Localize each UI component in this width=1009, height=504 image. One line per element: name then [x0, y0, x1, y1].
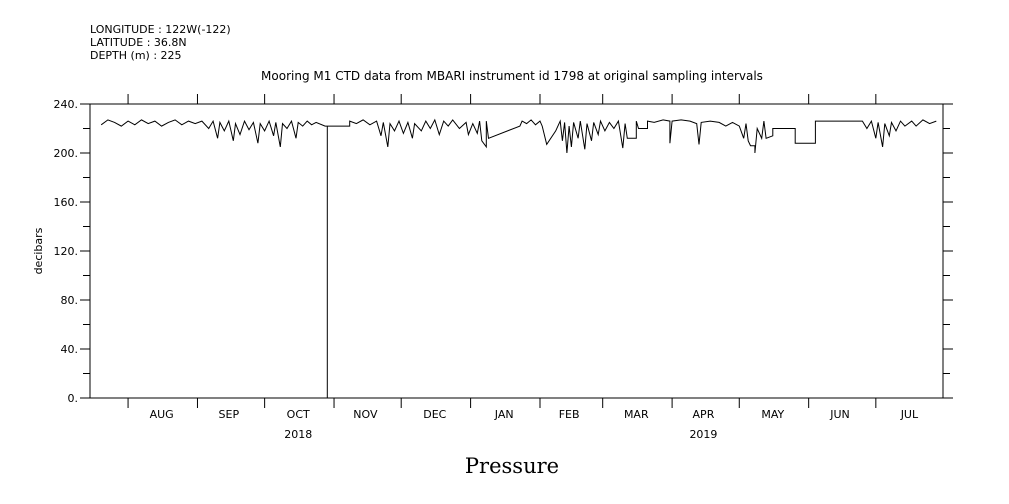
y-tick-label: 160.	[54, 196, 79, 209]
x-month-label: OCT	[287, 408, 310, 421]
x-axis: AUG SEP OCT NOV DEC JAN FEB MAR APR MAY JUN JUL 2018…	[127, 94, 919, 441]
x-month-label: JUL	[900, 408, 919, 421]
depth-label: DEPTH (m) : 225	[90, 49, 182, 62]
y-tick-label: 80.	[61, 294, 79, 307]
bottom-title: Pressure	[464, 454, 560, 478]
latitude-label: LATITUDE : 36.8N	[90, 36, 187, 49]
y-tick-label: 200.	[54, 147, 79, 160]
series-line	[100, 118, 937, 398]
x-month-label: AUG	[150, 408, 174, 421]
chart-title: Mooring M1 CTD data from MBARI instrumen…	[261, 69, 763, 83]
y-axis-label: decibars	[32, 227, 45, 274]
x-month-label: APR	[693, 408, 715, 421]
x-year-label: 2018	[284, 428, 312, 441]
x-month-label: MAR	[624, 408, 649, 421]
x-month-label: SEP	[219, 408, 240, 421]
y-tick-label: 120.	[54, 245, 79, 258]
x-month-label: MAY	[761, 408, 784, 421]
x-month-label: NOV	[353, 408, 378, 421]
x-month-label: DEC	[423, 408, 446, 421]
x-month-label: FEB	[559, 408, 580, 421]
x-year-label: 2019	[689, 428, 717, 441]
y-tick-label: 240.	[54, 98, 79, 111]
longitude-label: LONGITUDE : 122W(-122)	[90, 23, 231, 36]
y-axis: 0. 40. 80. 120. 160. 200. 240.	[54, 98, 953, 405]
x-month-label: JAN	[494, 408, 514, 421]
plot-frame	[89, 103, 944, 399]
y-tick-label: 0.	[68, 392, 79, 405]
x-month-label: JUN	[829, 408, 850, 421]
y-tick-label: 40.	[61, 343, 79, 356]
